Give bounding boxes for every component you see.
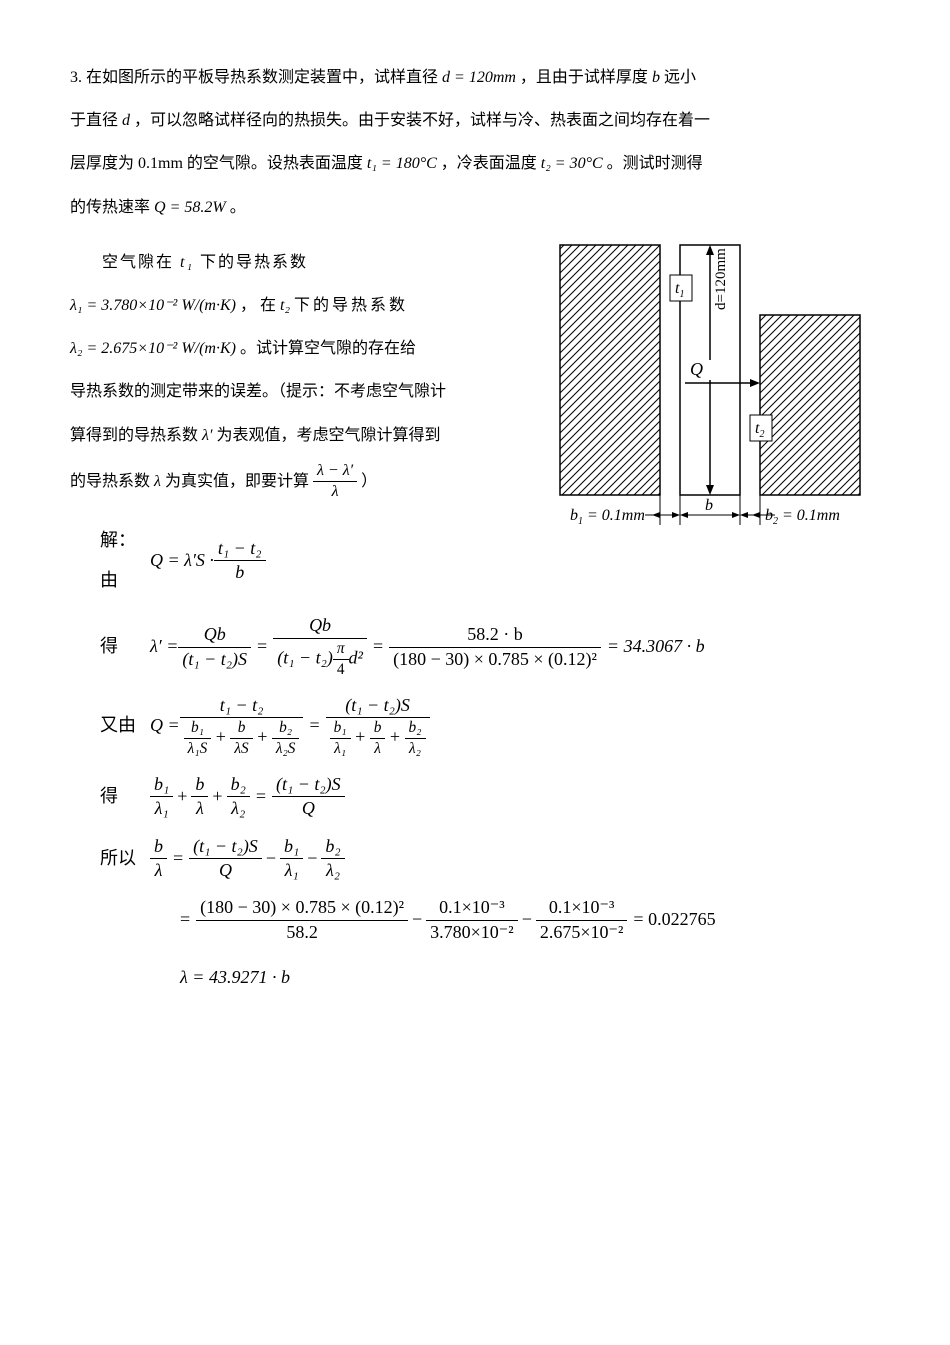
problem-line2: 于直径 d ，可以忽略试样径向的热损失。由于安装不好，试样与冷、热表面之间均存在… <box>70 103 880 138</box>
solution-eq7: λ = 43.9271 · b <box>180 958 880 998</box>
problem-statement: 3. 在如图所示的平板导热系数测定装置中，试样直径 d = 120mm ，且由于… <box>70 60 880 95</box>
solution-eq5: 所以 bλ = (t₁ − t₂)SQ − b₁λ₁ − b₂λ₂ <box>100 835 880 883</box>
Q-label: Q <box>690 359 703 379</box>
problem-line4: 的传热速率 Q = 58.2W 。 <box>70 190 880 225</box>
problem-number: 3. <box>70 69 82 86</box>
solution-eq4: 得 b₁λ₁ + bλ + b₂λ₂ = (t₁ − t₂)SQ <box>100 773 880 821</box>
apparatus-diagram: d=120mm t1 Q t2 b1 = 0.1mm b b2 = 0.1mm <box>550 235 890 555</box>
solution-eq3: 又由 Q = t₁ − t₂ b₁λ₁S + bλS + b₂λ₂S = (t₁… <box>100 694 880 759</box>
left-text-column: 空气隙在 t₁ 下的导热系数 λ₁ = 3.780×10⁻² W/(m·K) ，… <box>70 245 450 512</box>
solution-eq2: 得 λ′ = Qb (t₁ − t₂)S = Qb (t₁ − t₂)π4d² … <box>100 614 880 679</box>
error-fraction: λ − λ′ λ <box>313 461 357 504</box>
b1-label: b1 = 0.1mm <box>570 507 645 527</box>
solution-eq6: = (180 − 30) × 0.785 × (0.12)²58.2 − 0.1… <box>180 896 880 944</box>
b-label: b <box>705 497 713 514</box>
problem-line3: 层厚度为 0.1mm 的空气隙。设热表面温度 t₁ = 180°C ，冷表面温度… <box>70 146 880 181</box>
problem-with-diagram: 空气隙在 t₁ 下的导热系数 λ₁ = 3.780×10⁻² W/(m·K) ，… <box>70 245 880 512</box>
d-equals: d = 120mm <box>442 69 516 86</box>
d-label: d=120mm <box>713 248 729 310</box>
b2-label: b2 = 0.1mm <box>765 507 840 527</box>
